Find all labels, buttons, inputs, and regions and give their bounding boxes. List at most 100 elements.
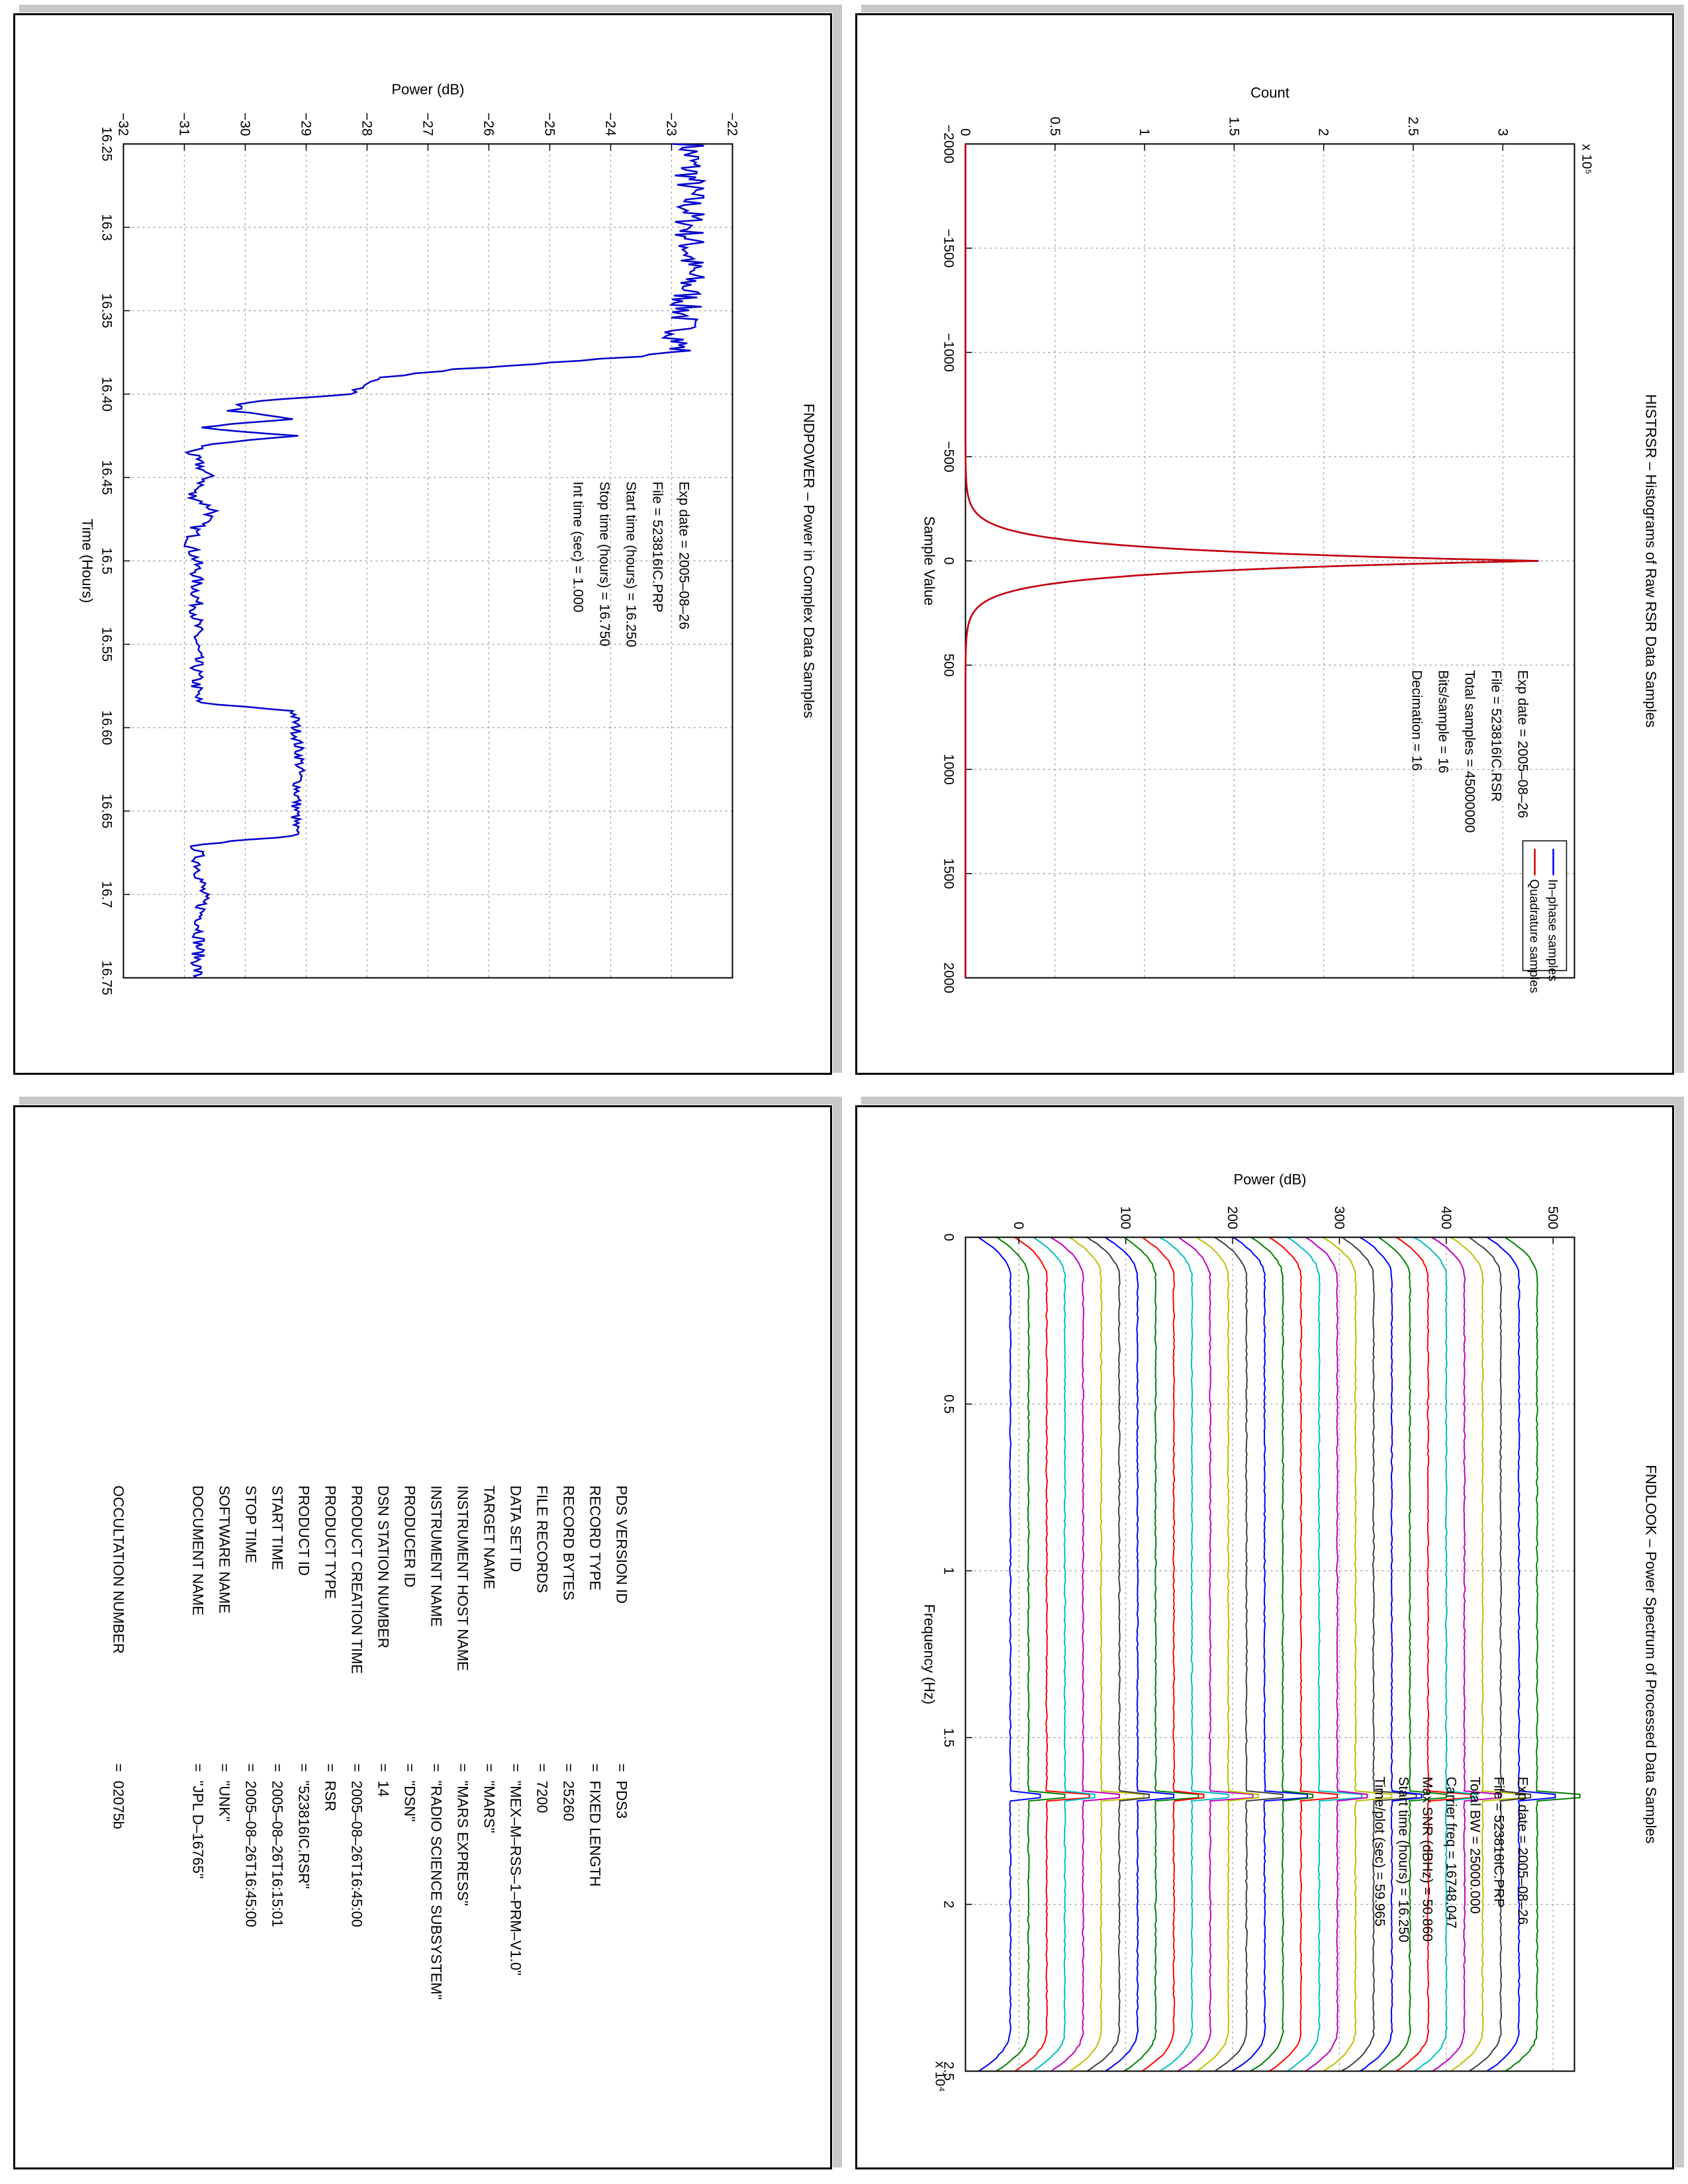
pds-value: 25260 bbox=[560, 1780, 577, 1821]
spectrum-line bbox=[1449, 1236, 1526, 2072]
pds-equals: = bbox=[428, 1763, 444, 1772]
spectrum-line bbox=[1340, 1236, 1417, 2072]
pds-value: "MARS EXPRESS" bbox=[454, 1780, 471, 1906]
spectrum-line bbox=[1359, 1236, 1423, 2072]
y-tick-label: −24 bbox=[602, 113, 618, 136]
pds-key: INSTRUMENT NAME bbox=[428, 1485, 444, 1627]
pds-value: 2005–08–26T16:45:00 bbox=[348, 1780, 365, 1927]
x-tick-label: 16.45 bbox=[99, 460, 114, 495]
pds-label-list: PDS VERSION ID = PDS3 RECORD TYPE = FIXED LEN… bbox=[21, 1115, 825, 2161]
y-tick-label: 0.5 bbox=[1047, 116, 1062, 136]
y-tick-label: 2.5 bbox=[1405, 116, 1420, 136]
pds-key: OCCULTATION NUMBER bbox=[110, 1485, 126, 1654]
x-tick-labels: 0 0.5 1 1.5 2 2.5 bbox=[941, 1234, 972, 2081]
x-tick-label: 16.7 bbox=[99, 881, 114, 908]
info-line: Exp date = 2005–08–26 bbox=[1515, 670, 1530, 819]
spectrum-line bbox=[1196, 1236, 1259, 2072]
spectrum-line bbox=[1158, 1236, 1229, 2072]
x-tick-label: 0.5 bbox=[941, 1394, 956, 1414]
spectrum-line bbox=[1013, 1236, 1090, 2072]
pds-key: DOCUMENT NAME bbox=[189, 1485, 206, 1615]
info-line: Int time (sec) = 1.000 bbox=[570, 482, 585, 613]
x-tick-label: 16.60 bbox=[99, 710, 114, 745]
y-tick-label: 1 bbox=[1137, 128, 1152, 136]
info-line: Carrier freq = 16748.047 bbox=[1443, 1777, 1458, 1929]
x-tick-labels: −2000 −1500 −1000 −500 0 500 1000 1500 2000 bbox=[941, 124, 972, 993]
y-tick-label: 200 bbox=[1225, 1206, 1240, 1229]
y-tick-label: −26 bbox=[481, 113, 496, 136]
spectrum-line bbox=[1104, 1236, 1174, 2072]
y-tick-label: −25 bbox=[541, 113, 557, 136]
grid-lines bbox=[122, 143, 733, 979]
histrsr-panel: −2000 −1500 −1000 −500 0 500 1000 1500 2000 0 0.5… bbox=[855, 5, 1684, 1075]
pds-value: 2005–08–26T16:15:01 bbox=[269, 1780, 285, 1927]
pds-key: RECORD TYPE bbox=[586, 1485, 603, 1591]
info-line: Total samples = 45000000 bbox=[1462, 670, 1477, 833]
y-tick-label: −30 bbox=[237, 113, 252, 136]
pds-value: "DSN" bbox=[401, 1780, 418, 1822]
pds-label-panel: PDS VERSION ID = PDS3 RECORD TYPE = FIXED LEN… bbox=[13, 1097, 842, 2169]
pds-equals: = bbox=[613, 1763, 630, 1772]
pds-key: PRODUCT CREATION TIME bbox=[348, 1485, 365, 1674]
y-tick-label: 400 bbox=[1438, 1206, 1453, 1229]
info-block: Exp date = 2005–08–26 File = 523816IC.RSR… bbox=[1409, 670, 1530, 833]
histrsr-chart: −2000 −1500 −1000 −500 0 500 1000 1500 2000 0 0.5… bbox=[863, 22, 1667, 1068]
x-tick-label: 16.55 bbox=[99, 627, 114, 662]
spectrum-line bbox=[1322, 1236, 1392, 2072]
spectrum-line bbox=[1231, 1236, 1308, 2072]
y-axis-label: Power (dB) bbox=[391, 81, 464, 98]
info-block: Exp date = 2005–08–26 File = 523816IC.PRP… bbox=[1372, 1777, 1530, 1942]
pds-key: PRODUCER ID bbox=[401, 1485, 418, 1588]
info-line: Stop time (hours) = 16.750 bbox=[596, 482, 612, 647]
info-line: File = 523816IC.PRP bbox=[1491, 1777, 1506, 1908]
pds-key: STOP TIME bbox=[242, 1485, 259, 1563]
pds-equals: = bbox=[586, 1763, 603, 1772]
x-tick-label: −2000 bbox=[941, 124, 956, 163]
pds-key: PDS VERSION ID bbox=[613, 1485, 630, 1604]
pds-key: START TIME bbox=[269, 1485, 285, 1570]
x-tick-label: 1000 bbox=[941, 754, 956, 785]
y-tick-label: 1.5 bbox=[1226, 116, 1241, 136]
x-axis-label: Sample Value bbox=[921, 516, 937, 606]
x-tick-label: 0 bbox=[941, 1234, 956, 1242]
x-axis-label: Time (Hours) bbox=[79, 519, 95, 604]
spectrum-line bbox=[1468, 1236, 1531, 2072]
pds-key: SOFTWARE NAME bbox=[216, 1485, 232, 1614]
info-line: File = 523816IC.RSR bbox=[1488, 670, 1503, 802]
pds-equals: = bbox=[242, 1763, 259, 1772]
quadrature-series-line bbox=[964, 144, 1538, 978]
y-axis-label: Count bbox=[1250, 85, 1289, 101]
pds-value: RSR bbox=[322, 1780, 338, 1811]
info-line: Time/plot (sec) = 59.965 bbox=[1372, 1777, 1387, 1927]
y-tick-label: −32 bbox=[115, 113, 130, 136]
grid-lines bbox=[964, 143, 1574, 979]
pds-key: DATA SET ID bbox=[507, 1485, 524, 1572]
spectrum-line bbox=[1485, 1236, 1556, 2072]
y-tick-labels: 0 100 200 300 400 500 bbox=[1011, 1206, 1560, 1244]
x-tick-label: 2000 bbox=[941, 962, 956, 993]
pds-value: FIXED LENGTH bbox=[586, 1780, 603, 1887]
pds-equals: = bbox=[454, 1763, 471, 1772]
x-multiplier: x 10⁴ bbox=[932, 2062, 947, 2092]
x-tick-label: 2 bbox=[941, 1901, 956, 1909]
pds-equals: = bbox=[375, 1763, 391, 1772]
x-tick-label: −500 bbox=[941, 441, 956, 472]
spectrum-line bbox=[1068, 1236, 1145, 2072]
chart-title: FNDLOOK – Power Spectrum of Processed Da… bbox=[1642, 1465, 1659, 1843]
info-line: Decimation = 16 bbox=[1409, 670, 1424, 771]
y-tick-label: 0 bbox=[1011, 1222, 1026, 1230]
spectrum-line bbox=[1305, 1236, 1368, 2072]
spectrum-line bbox=[1430, 1236, 1501, 2072]
x-tick-label: 2.5 bbox=[941, 2062, 956, 2081]
spectrum-line bbox=[1395, 1236, 1472, 2072]
y-tick-label: 0 bbox=[957, 128, 972, 136]
spectrum-line bbox=[1268, 1236, 1338, 2072]
x-tick-label: 1500 bbox=[941, 858, 956, 889]
y-tick-label: 500 bbox=[1545, 1206, 1560, 1229]
info-line: Start time (hours) = 16.250 bbox=[1395, 1777, 1411, 1942]
pds-equals: = bbox=[507, 1763, 524, 1772]
legend-label-in-phase: In–phase samples bbox=[1545, 880, 1559, 981]
x-tick-label: 16.5 bbox=[99, 547, 114, 574]
y-tick-label: −23 bbox=[663, 113, 679, 136]
legend-label-quadrature: Quadrature samples bbox=[1526, 880, 1540, 993]
